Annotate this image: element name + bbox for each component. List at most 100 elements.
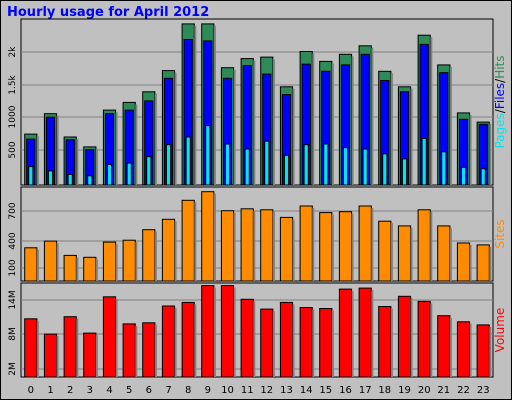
pages-bar-17 [362,148,368,186]
pages-bar-22 [460,166,467,186]
bar-shadow-3-7 [174,308,177,377]
y-tick-label-2-3: 700 [8,202,18,219]
pages-bar-1 [47,170,54,186]
axis-label-part-1-4: / [493,78,507,83]
bar-shadow-1-20 [430,37,433,186]
x-tick-label-9: 9 [205,385,211,396]
x-tick-label-11: 11 [241,385,254,396]
x-tick-label-8: 8 [185,385,191,396]
volume-bar-17 [358,287,372,378]
bar-shadow-1-15 [331,63,334,185]
sites-bar-10 [220,210,235,282]
bar-shadow-3-23 [489,326,492,377]
volume-bar-1 [43,333,58,378]
sites-bar-5 [122,239,136,282]
bar-shadow-2-13 [292,219,295,281]
volume-bar-10 [220,285,235,378]
bar-shadow-2-20 [430,211,433,281]
plot-area-3 [20,282,494,378]
bar-shadow-1-6 [154,93,157,185]
sites-bar-13 [279,216,294,282]
axis-label-1: Pages/Files/Hits [493,55,507,148]
plot-area-2 [20,186,494,282]
sites-bar-9 [201,191,215,282]
bar-shadow-3-8 [194,304,197,377]
y-tick-label-3-2: 8M [8,327,18,341]
pages-bar-20 [421,137,427,186]
axis-label-part-1-3: Files [493,83,507,109]
sites-bar-2 [63,254,77,282]
bar-shadow-3-6 [154,324,157,377]
sites-bar-0 [24,247,38,282]
bar-shadow-3-16 [351,291,354,377]
volume-bar-16 [338,288,353,378]
pages-bar-6 [146,156,152,186]
x-tick-label-10: 10 [221,385,234,396]
bar-shadow-1-9 [213,25,216,186]
volume-bar-6 [142,322,156,378]
x-tick-label-23: 23 [477,385,490,396]
bar-shadow-3-4 [115,298,118,377]
sites-bar-23 [476,244,490,282]
pages-bar-21 [441,151,447,186]
bar-shadow-1-22 [469,114,472,185]
y-tick-label-1-3: 1.5k [8,74,18,94]
sites-bar-6 [142,229,156,282]
x-tick-label-19: 19 [398,385,411,396]
bar-shadow-3-3 [95,335,98,377]
bar-shadow-3-18 [390,308,393,377]
volume-bar-9 [201,285,215,378]
volume-bar-12 [260,308,274,378]
bar-shadow-3-12 [272,311,275,377]
bar-shadow-3-20 [430,303,433,377]
x-tick-label-16: 16 [339,385,352,396]
x-tick-label-15: 15 [319,385,332,396]
sites-bar-12 [260,209,274,282]
x-tick-label-22: 22 [457,385,470,396]
x-tick-label-18: 18 [378,385,391,396]
volume-bar-22 [456,321,471,378]
pages-bar-14 [303,144,309,186]
bar-shadow-2-12 [272,211,275,281]
sites-bar-3 [83,256,97,282]
bar-shadow-1-18 [390,73,393,185]
pages-bar-3 [87,175,93,186]
volume-bar-21 [437,315,451,378]
sites-bar-21 [437,225,451,282]
bar-shadow-1-10 [233,69,236,185]
bar-shadow-1-0 [36,136,39,185]
pages-bar-11 [244,148,250,186]
bar-shadow-1-19 [410,88,413,185]
x-tick-label-21: 21 [437,385,450,396]
sites-bar-16 [338,211,353,282]
y-tick-label-1-1: 500 [8,141,18,158]
volume-bar-7 [161,305,176,378]
y-tick-label-1-4: 2k [8,46,18,58]
volume-bar-19 [397,295,412,378]
bar-shadow-1-23 [489,124,492,185]
bar-shadow-2-16 [351,213,354,281]
volume-bar-0 [24,318,38,378]
plot-area-1 [20,18,494,186]
sites-bar-19 [397,225,412,282]
bar-shadow-2-23 [489,246,492,281]
volume-bar-15 [319,308,333,378]
x-tick-label-12: 12 [260,385,273,396]
bar-shadow-2-15 [331,214,334,281]
sites-bar-8 [181,199,195,282]
bar-shadow-2-8 [194,202,197,281]
bar-shadow-3-2 [76,318,79,377]
bar-shadow-3-0 [36,320,39,377]
volume-bar-2 [63,316,77,378]
x-tick-label-4: 4 [106,385,112,396]
sites-bar-7 [161,218,176,282]
bar-shadow-3-1 [56,336,59,377]
axis-label-2: Sites [493,219,507,248]
y-tick-label-2-2: 400 [8,232,18,249]
bar-shadow-3-14 [312,309,315,377]
sites-bar-11 [240,208,254,282]
bar-shadow-2-14 [312,208,315,281]
pages-bar-10 [224,143,231,186]
